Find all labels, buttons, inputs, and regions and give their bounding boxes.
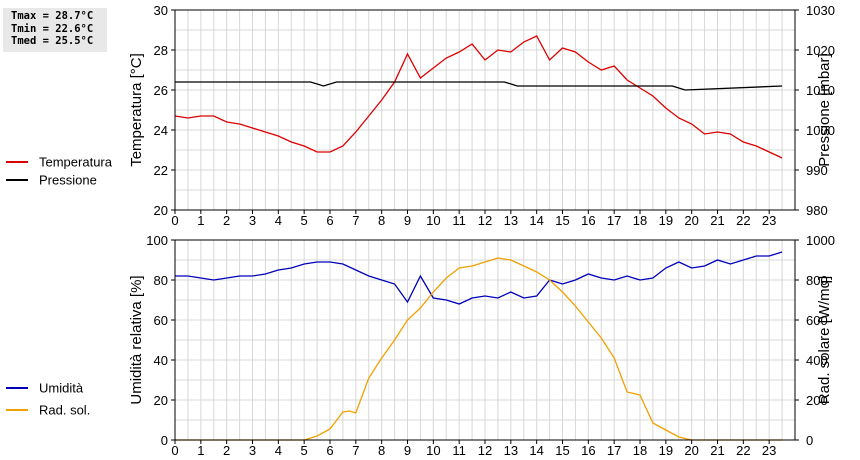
x-tick-label: 4 [275, 443, 282, 458]
x-tick-label: 13 [504, 443, 518, 458]
x-tick-label: 11 [452, 443, 466, 458]
x-tick-label: 21 [710, 443, 724, 458]
x-tick-label: 10 [426, 213, 440, 228]
legend-label-temperature: Temperatura [39, 155, 113, 170]
x-tick-label: 2 [223, 443, 230, 458]
x-tick-label: 19 [659, 443, 673, 458]
humidity-radiation-panel: 0 1 2 3 4 5 6 7 8 9 10 11 12 13 14 15 16 17 18 19 20 21 22 2302… [6, 233, 835, 458]
stat-tmax: Tmax = 28.7°C [11, 10, 94, 22]
temperature-pressure-panel: 0 1 2 3 4 5 6 7 8 9 10 11 12 13 14 15 16 17 18 19 20 21 22 2320… [6, 3, 835, 228]
x-tick-label: 7 [352, 213, 359, 228]
y2-tick-label: 1000 [806, 233, 835, 248]
x-tick-label: 1 [197, 443, 204, 458]
x-tick-label: 0 [171, 443, 178, 458]
x-tick-label: 16 [581, 213, 595, 228]
legend-label-humidity: Umidità [39, 381, 84, 396]
y2-tick-label: 1000 [806, 123, 835, 138]
x-tick-label: 6 [326, 443, 333, 458]
x-tick-label: 12 [478, 213, 492, 228]
y-tick-label: 30 [154, 3, 168, 18]
x-tick-label: 12 [478, 443, 492, 458]
x-tick-label: 14 [529, 213, 543, 228]
y2-tick-label: 990 [806, 163, 828, 178]
y-tick-label: 20 [154, 203, 168, 218]
x-tick-label: 23 [762, 443, 776, 458]
x-tick-label: 15 [555, 443, 569, 458]
x-tick-label: 3 [249, 213, 256, 228]
x-tick-label: 18 [633, 443, 647, 458]
x-tick-label: 8 [378, 443, 385, 458]
y2-axis-title: Rad. solare [W/mq] [816, 276, 833, 404]
x-tick-label: 20 [684, 443, 698, 458]
x-tick-label: 13 [504, 213, 518, 228]
y-tick-label: 100 [146, 233, 168, 248]
y-tick-label: 60 [154, 313, 168, 328]
x-tick-label: 1 [197, 213, 204, 228]
x-tick-label: 23 [762, 213, 776, 228]
x-tick-label: 17 [607, 443, 621, 458]
x-tick-label: 3 [249, 443, 256, 458]
y-tick-label: 28 [154, 43, 168, 58]
x-tick-label: 16 [581, 443, 595, 458]
humidity-line [175, 251, 783, 305]
x-tick-label: 22 [736, 443, 750, 458]
x-tick-label: 15 [555, 213, 569, 228]
x-tick-label: 2 [223, 213, 230, 228]
x-tick-label: 18 [633, 213, 647, 228]
y-tick-label: 0 [161, 433, 168, 448]
stat-tmin: Tmin = 22.6°C [11, 22, 94, 35]
x-tick-label: 11 [452, 213, 466, 228]
x-tick-label: 5 [301, 213, 308, 228]
pressure-line [175, 81, 783, 91]
x-tick-label: 22 [736, 213, 750, 228]
stat-tmed: Tmed = 25.5°C [11, 35, 94, 47]
x-tick-label: 0 [171, 213, 178, 228]
y2-tick-label: 400 [806, 353, 828, 368]
x-tick-label: 9 [404, 213, 411, 228]
y2-tick-label: 800 [806, 273, 828, 288]
y-tick-label: 24 [154, 123, 168, 138]
y-tick-label: 22 [154, 163, 168, 178]
y2-tick-label: 200 [806, 393, 828, 408]
x-tick-label: 8 [378, 213, 385, 228]
x-tick-label: 6 [326, 213, 333, 228]
x-tick-label: 4 [275, 213, 282, 228]
y2-tick-label: 600 [806, 313, 828, 328]
legend-label-radiation: Rad. sol. [39, 403, 90, 418]
x-tick-label: 5 [301, 443, 308, 458]
x-tick-label: 19 [659, 213, 673, 228]
y-axis-title: Temperatura [°C] [128, 53, 145, 167]
y2-tick-label: 0 [806, 433, 813, 448]
x-tick-label: 21 [710, 213, 724, 228]
y-tick-label: 80 [154, 273, 168, 288]
stats-box: Tmax = 28.7°C Tmin = 22.6°C Tmed = 25.5°… [3, 8, 107, 52]
temperature-line [174, 35, 783, 159]
y-tick-label: 40 [154, 353, 168, 368]
y-tick-label: 20 [154, 393, 168, 408]
y2-tick-label: 1020 [806, 43, 835, 58]
x-tick-label: 7 [352, 443, 359, 458]
x-tick-label: 14 [529, 443, 543, 458]
y2-axis-title: Pressione [mbar] [816, 53, 833, 166]
x-tick-label: 20 [684, 213, 698, 228]
legend-label-pressure: Pressione [39, 173, 97, 188]
y-tick-label: 26 [154, 83, 168, 98]
y-axis-title: Umidità relativa [%] [128, 275, 145, 404]
y2-tick-label: 1030 [806, 3, 835, 18]
y2-tick-label: 980 [806, 203, 828, 218]
x-tick-label: 17 [607, 213, 621, 228]
x-tick-label: 10 [426, 443, 440, 458]
x-tick-label: 9 [404, 443, 411, 458]
y2-tick-label: 1010 [806, 83, 835, 98]
